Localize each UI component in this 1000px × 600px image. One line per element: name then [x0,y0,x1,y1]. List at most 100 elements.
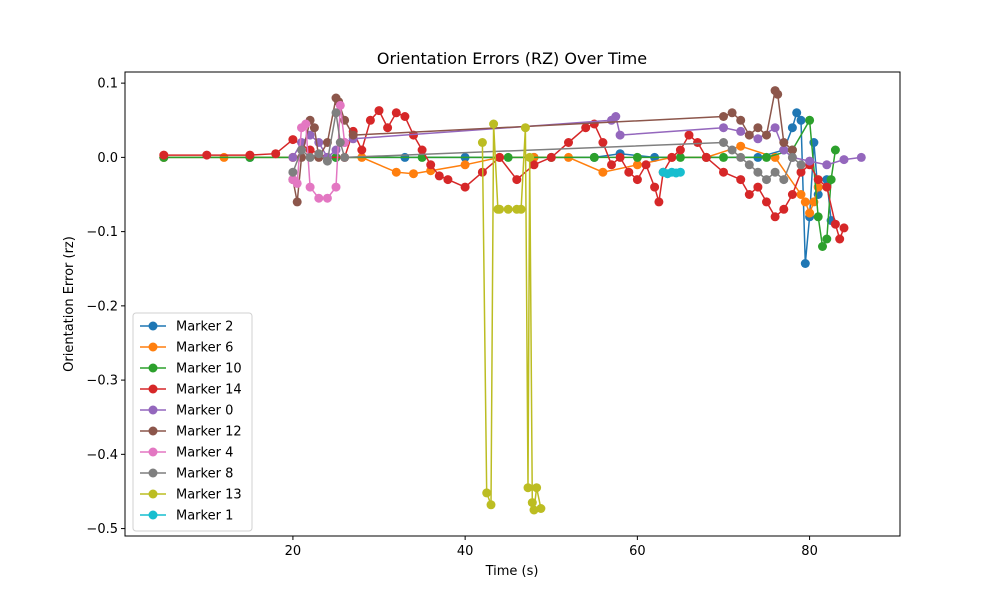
data-point [818,242,827,251]
data-point [314,193,324,203]
x-tick-label: 40 [457,544,474,559]
data-point [856,152,866,162]
data-point [744,130,754,140]
data-point [650,182,660,192]
data-point [292,197,302,207]
legend-label: Marker 10 [176,362,242,377]
data-point [744,160,754,170]
data-point [486,500,496,510]
y-axis-label: Orientation Error (rz) [62,236,77,372]
data-point [271,149,281,159]
data-point [835,234,845,244]
data-point [301,119,311,129]
data-point [598,138,608,147]
data-point [288,135,298,145]
x-axis-ticks: 20 40 60 80 [285,536,818,559]
legend-item: Marker 6 [140,341,233,356]
data-point [736,115,746,125]
data-point [305,182,315,192]
data-point [632,152,642,162]
data-point [489,119,499,129]
y-axis-ticks: 0.1 0.0 −0.1 −0.2 −0.3 −0.4 −0.5 [86,77,125,537]
data-point [654,197,664,207]
data-point [736,141,746,151]
data-point [322,193,332,203]
series-line [163,117,837,249]
data-point [245,150,255,160]
data-point [331,108,341,118]
x-axis-label: Time (s) [485,564,539,579]
data-point [719,152,728,162]
data-point [309,123,319,133]
data-point [632,160,642,170]
legend-item: Marker 4 [140,446,233,461]
data-point [615,130,625,140]
legend-item: Marker 10 [140,362,242,377]
data-point [512,175,522,185]
data-point [340,152,350,162]
series-marker-10 [159,115,840,251]
data-point [546,152,556,162]
legend-marker [148,384,158,394]
data-point [400,112,410,121]
legend-marker [148,321,158,331]
x-tick-label: 80 [801,544,818,559]
data-point [796,160,806,170]
y-tick-label: 0.0 [97,151,118,166]
data-point [322,156,332,166]
data-point [736,175,746,185]
data-point [482,488,492,498]
data-point [335,100,345,110]
data-point [615,152,625,162]
data-point [719,167,728,177]
legend-label: Marker 8 [176,467,233,482]
data-point [667,152,677,162]
data-point [762,197,771,207]
legend-item: Marker 2 [140,320,233,335]
data-point [632,175,642,185]
data-point [800,197,810,207]
data-point [503,204,513,214]
data-point [383,123,393,133]
legend-marker [148,468,158,478]
data-point [779,138,789,147]
data-point [460,160,470,170]
series-line [481,123,542,511]
data-point [523,483,533,493]
legend-label: Marker 2 [176,320,233,335]
chart-title: Orientation Errors (RZ) Over Time [377,49,647,68]
data-point [409,169,418,179]
series-marker-13 [477,119,546,515]
data-point [529,160,539,170]
data-point [727,145,737,155]
legend-marker [148,426,158,436]
data-point [495,152,505,162]
data-point [770,123,780,133]
y-tick-label: −0.5 [86,522,118,537]
legend-label: Marker 14 [176,383,242,398]
x-tick-label: 20 [285,544,302,559]
y-tick-label: −0.3 [86,374,118,389]
y-tick-label: −0.2 [86,299,118,314]
data-point [770,167,780,177]
legend-item: Marker 13 [140,488,242,503]
legend-marker [148,447,158,457]
data-point [434,171,444,181]
data-point [796,190,806,199]
data-point [348,130,358,140]
data-point [581,123,591,133]
data-point [805,208,815,218]
data-point [693,138,703,147]
legend-item: Marker 14 [140,383,242,398]
legend-marker [148,489,158,499]
data-point [564,138,573,147]
legend-label: Marker 0 [176,404,233,419]
data-point [787,190,797,199]
data-point [314,149,324,159]
data-point [773,89,783,99]
data-point [826,175,836,185]
data-point [675,152,685,162]
data-point [527,498,537,508]
data-point [675,167,685,177]
